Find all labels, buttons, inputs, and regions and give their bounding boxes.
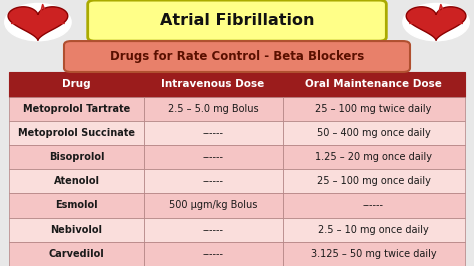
Bar [283,193,465,218]
FancyBboxPatch shape [88,0,386,41]
Bar [144,145,283,169]
PathPatch shape [8,7,68,40]
Bar [9,242,144,266]
Bar [283,169,465,193]
Text: Nebivolol: Nebivolol [51,225,102,235]
Bar [144,218,283,242]
Bar [9,193,144,218]
Text: Esmolol: Esmolol [55,201,98,210]
Text: Drugs for Rate Control - Beta Blockers: Drugs for Rate Control - Beta Blockers [110,50,364,63]
Text: 25 – 100 mg once daily: 25 – 100 mg once daily [317,176,430,186]
Text: ------: ------ [202,176,224,186]
Bar [283,218,465,242]
Text: ------: ------ [363,201,384,210]
Text: Metoprolol Succinate: Metoprolol Succinate [18,128,135,138]
Text: 2.5 – 10 mg once daily: 2.5 – 10 mg once daily [318,225,429,235]
Text: 50 – 400 mg once daily: 50 – 400 mg once daily [317,128,430,138]
Bar [283,121,465,145]
Bar [144,169,283,193]
FancyBboxPatch shape [64,41,410,72]
Text: 500 µgm/kg Bolus: 500 µgm/kg Bolus [169,201,257,210]
Bar [144,193,283,218]
Bar [9,121,144,145]
Bar [283,72,465,97]
Circle shape [5,3,71,41]
Bar [144,242,283,266]
Bar [144,97,283,121]
Bar [9,72,144,97]
Text: ------: ------ [202,249,224,259]
Bar [9,145,144,169]
Text: Atrial Fibrillation: Atrial Fibrillation [160,13,314,28]
Text: Carvedilol: Carvedilol [49,249,104,259]
Text: 25 – 100 mg twice daily: 25 – 100 mg twice daily [315,104,432,114]
Bar [9,218,144,242]
Bar [9,169,144,193]
Text: 2.5 – 5.0 mg Bolus: 2.5 – 5.0 mg Bolus [168,104,258,114]
Bar [283,242,465,266]
Bar [9,97,144,121]
Text: 3.125 – 50 mg twice daily: 3.125 – 50 mg twice daily [310,249,437,259]
Text: Drug: Drug [62,79,91,89]
Text: Intravenous Dose: Intravenous Dose [162,79,265,89]
Text: 1.25 – 20 mg once daily: 1.25 – 20 mg once daily [315,152,432,162]
Text: ------: ------ [202,152,224,162]
Text: Atenolol: Atenolol [54,176,100,186]
Text: Metoprolol Tartrate: Metoprolol Tartrate [23,104,130,114]
Circle shape [403,3,469,41]
Bar [144,72,283,97]
Text: ------: ------ [202,128,224,138]
Text: ------: ------ [202,225,224,235]
Bar [144,121,283,145]
PathPatch shape [406,7,466,40]
Bar [283,97,465,121]
Text: Bisoprolol: Bisoprolol [49,152,104,162]
Bar [283,145,465,169]
Text: Oral Maintenance Dose: Oral Maintenance Dose [305,79,442,89]
